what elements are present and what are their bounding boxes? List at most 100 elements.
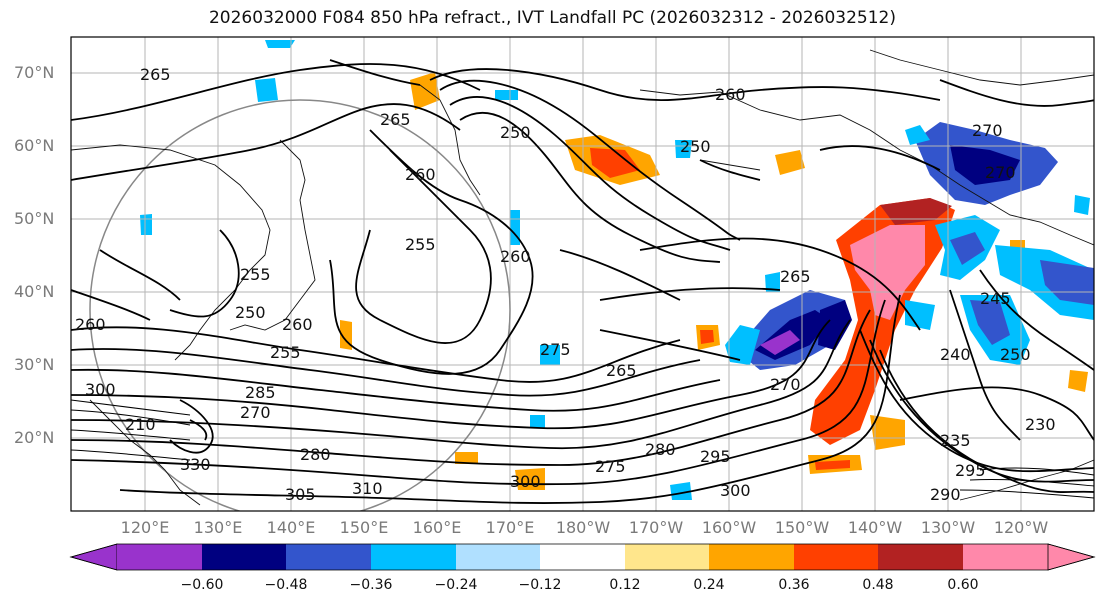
colorbar-tick-label: −0.36 bbox=[349, 577, 393, 593]
lon-label: 160°E bbox=[412, 518, 462, 537]
colorbar-segment bbox=[371, 544, 456, 570]
anomaly-blob-positive bbox=[700, 330, 714, 344]
lat-label: 60°N bbox=[14, 136, 55, 155]
contour-label: 265 bbox=[140, 65, 171, 84]
colorbar-segment bbox=[286, 544, 371, 570]
anomaly-blob-positive bbox=[775, 150, 805, 175]
colorbar-tick-label: −0.48 bbox=[264, 577, 308, 593]
contour-label: 280 bbox=[645, 440, 676, 459]
contour-label: 295 bbox=[955, 461, 986, 480]
anomaly-blob-positive bbox=[590, 148, 640, 178]
anomaly-blob-negative bbox=[905, 300, 935, 330]
contour-label: 210 bbox=[125, 415, 156, 434]
anomaly-blob-positive bbox=[1068, 370, 1088, 392]
anomaly-blob-positive bbox=[815, 460, 850, 470]
lon-label: 130°E bbox=[193, 518, 243, 537]
colorbar bbox=[69, 543, 1096, 571]
contour-label: 300 bbox=[720, 481, 751, 500]
colorbar-outline bbox=[69, 543, 1096, 571]
contour-label: 260 bbox=[282, 315, 313, 334]
lon-label: 120°W bbox=[993, 518, 1049, 537]
region-circle bbox=[89, 99, 511, 511]
contour-label: 250 bbox=[235, 303, 266, 322]
anomaly-blob-positive bbox=[455, 452, 478, 464]
colorbar-tick-label: −0.12 bbox=[518, 577, 562, 593]
anomaly-blob-negative bbox=[950, 232, 985, 265]
lat-label: 50°N bbox=[14, 209, 55, 228]
plot-frame bbox=[70, 36, 1095, 512]
anomaly-blob-negative bbox=[818, 300, 852, 350]
anomaly-blob-negative bbox=[765, 272, 780, 292]
colorbar-tick-label: −0.24 bbox=[434, 577, 478, 593]
anomaly-blob-negative bbox=[905, 125, 930, 145]
lon-label: 180°W bbox=[555, 518, 611, 537]
colorbar-segment bbox=[709, 544, 794, 570]
contour-label: 310 bbox=[352, 479, 383, 498]
anomaly-blob-negative bbox=[140, 214, 152, 235]
contour-label: 300 bbox=[510, 472, 541, 491]
anomaly-blob-positive bbox=[880, 198, 952, 225]
contour-label: 265 bbox=[780, 267, 811, 286]
contour-label: 275 bbox=[540, 340, 571, 359]
colorbar-segment bbox=[117, 544, 202, 570]
contour-label: 275 bbox=[595, 457, 626, 476]
contour-label: 300 bbox=[85, 380, 116, 399]
lat-label: 20°N bbox=[14, 428, 55, 447]
contour-label: 250 bbox=[1000, 345, 1031, 364]
colorbar-tick-label: −0.60 bbox=[180, 577, 224, 593]
contour-label: 295 bbox=[700, 447, 731, 466]
contour-label: 250 bbox=[680, 137, 711, 156]
contour-label: 250 bbox=[500, 123, 531, 142]
lon-label: 140°W bbox=[847, 518, 903, 537]
contour-label: 285 bbox=[245, 383, 276, 402]
lat-label: 30°N bbox=[14, 355, 55, 374]
anomaly-blob-negative bbox=[675, 140, 692, 158]
colorbar-segment bbox=[625, 544, 709, 570]
anomaly-blob-negative bbox=[970, 300, 1010, 345]
contour-label: 235 bbox=[940, 431, 971, 450]
contour-label: 280 bbox=[300, 445, 331, 464]
colorbar-extend-right bbox=[1047, 543, 1096, 571]
anomaly-blob-positive bbox=[850, 225, 925, 320]
contour-label: 260 bbox=[500, 247, 531, 266]
anomaly-blob-negative bbox=[265, 40, 295, 48]
colorbar-segment bbox=[456, 544, 540, 570]
colorbar-tick-label: 0.48 bbox=[862, 577, 894, 593]
anomaly-blob-negative bbox=[540, 345, 560, 365]
contour-label: 270 bbox=[972, 121, 1003, 140]
colorbar-segment bbox=[202, 544, 286, 570]
lon-label: 150°W bbox=[774, 518, 830, 537]
colorbar-tick-label: 0.60 bbox=[947, 577, 979, 593]
contour-lines-thin bbox=[71, 399, 1094, 499]
contour-label: 330 bbox=[180, 455, 211, 474]
contour-label: 260 bbox=[715, 85, 746, 104]
colorbar-extend-left bbox=[69, 543, 118, 571]
colorbar-segment bbox=[963, 544, 1048, 570]
contour-label: 255 bbox=[240, 265, 271, 284]
anomaly-blob-negative bbox=[760, 330, 800, 355]
lon-label: 160°W bbox=[701, 518, 757, 537]
colorbar-segment bbox=[794, 544, 878, 570]
contour-label: 245 bbox=[980, 289, 1011, 308]
contour-label: 305 bbox=[285, 485, 316, 504]
lon-label: 170°W bbox=[628, 518, 684, 537]
anomaly-blob-positive bbox=[410, 72, 440, 110]
anomaly-blob-positive bbox=[870, 415, 905, 450]
contour-label: 240 bbox=[940, 345, 971, 364]
contour-label: 255 bbox=[270, 343, 301, 362]
lon-label: 140°E bbox=[266, 518, 316, 537]
anomaly-blob-negative bbox=[495, 90, 518, 100]
lon-label: 170°E bbox=[485, 518, 535, 537]
contour-label: 290 bbox=[930, 485, 961, 504]
contour-label-layer: 265 265 250 260 255 260 255 250 250 260 … bbox=[75, 65, 1056, 504]
contour-label: 265 bbox=[380, 110, 411, 129]
lat-label: 70°N bbox=[14, 63, 55, 82]
lon-label: 120°E bbox=[120, 518, 170, 537]
anomaly-blob-negative bbox=[950, 145, 1020, 185]
coastlines bbox=[71, 49, 1094, 506]
contour-label: 255 bbox=[405, 235, 436, 254]
contour-label: 270 bbox=[985, 163, 1016, 182]
contour-label: 270 bbox=[770, 375, 801, 394]
lon-label: 130°W bbox=[920, 518, 976, 537]
